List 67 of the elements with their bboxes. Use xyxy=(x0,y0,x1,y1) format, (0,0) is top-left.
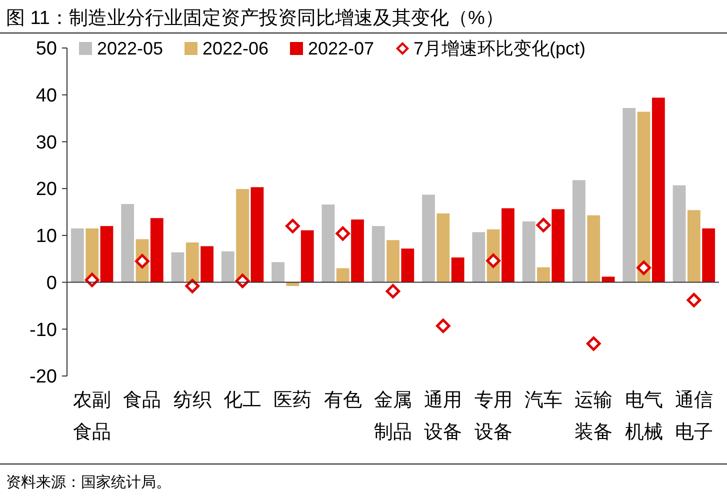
bar xyxy=(451,257,464,282)
x-tick-label: 纺织 xyxy=(173,390,212,411)
x-tick-label: 通用设备 xyxy=(424,390,462,443)
legend-label: 7月增速环比变化(pct) xyxy=(414,38,586,58)
y-tick-label: 0 xyxy=(46,272,57,294)
x-tick-label: 汽车 xyxy=(524,390,562,411)
bar xyxy=(372,226,385,282)
bar xyxy=(672,185,686,282)
bar xyxy=(522,221,536,282)
bar xyxy=(537,267,550,282)
legend-label: 2022-07 xyxy=(308,38,374,58)
bar xyxy=(637,112,650,282)
point xyxy=(686,292,702,308)
point xyxy=(185,278,200,294)
bar xyxy=(472,232,486,282)
legend-label: 2022-05 xyxy=(97,38,164,58)
x-tick-label: 化工 xyxy=(224,390,262,411)
y-tick-label: 10 xyxy=(36,226,57,248)
y-tick-label: 20 xyxy=(36,179,57,200)
bar xyxy=(422,194,435,282)
x-tick-label: 电气机械 xyxy=(624,390,663,443)
chart-title: 图 11：制造业分行业固定资产投资同比增速及其变化（%） xyxy=(6,7,504,29)
bar xyxy=(702,228,716,282)
bar xyxy=(200,246,214,282)
bar xyxy=(436,213,450,282)
x-tick-label: 有色 xyxy=(324,390,362,411)
point xyxy=(436,318,450,334)
y-tick-label: 50 xyxy=(36,38,57,60)
bar xyxy=(572,180,586,282)
x-tick-label: 金属制品 xyxy=(374,390,412,443)
bar xyxy=(602,276,615,282)
y-tick-label: -20 xyxy=(30,366,57,388)
point xyxy=(586,336,601,351)
bar xyxy=(300,230,314,282)
point xyxy=(336,226,350,241)
point xyxy=(386,284,400,298)
bar xyxy=(121,204,134,282)
point xyxy=(235,274,250,288)
bar xyxy=(587,215,600,282)
bar xyxy=(171,252,184,282)
bar xyxy=(386,240,400,282)
y-tick-label: 40 xyxy=(36,86,57,107)
x-tick-label: 通信电子 xyxy=(674,390,713,443)
point xyxy=(286,218,300,234)
bar xyxy=(401,248,414,282)
x-tick-label: 食品 xyxy=(123,390,162,411)
bar xyxy=(272,262,284,282)
text: 资料来源：国家统计局。 xyxy=(6,474,171,491)
bar xyxy=(687,210,700,282)
bar xyxy=(221,251,234,282)
y-tick-label: -10 xyxy=(30,320,57,341)
legend-label: 2022-06 xyxy=(202,38,269,58)
point xyxy=(536,218,551,232)
bar xyxy=(336,268,350,282)
x-tick-label: 农副食品 xyxy=(73,390,112,443)
point xyxy=(486,254,500,268)
point xyxy=(84,272,100,288)
bar xyxy=(322,204,335,282)
x-tick-label: 医药 xyxy=(274,390,312,411)
y-tick-label: 30 xyxy=(36,132,57,154)
bar xyxy=(622,108,636,282)
x-tick-label: 运输装备 xyxy=(574,390,613,443)
bar xyxy=(70,228,84,282)
bar xyxy=(186,242,199,282)
point xyxy=(135,254,150,268)
x-tick-label: 专用设备 xyxy=(474,390,512,443)
point xyxy=(636,260,651,275)
